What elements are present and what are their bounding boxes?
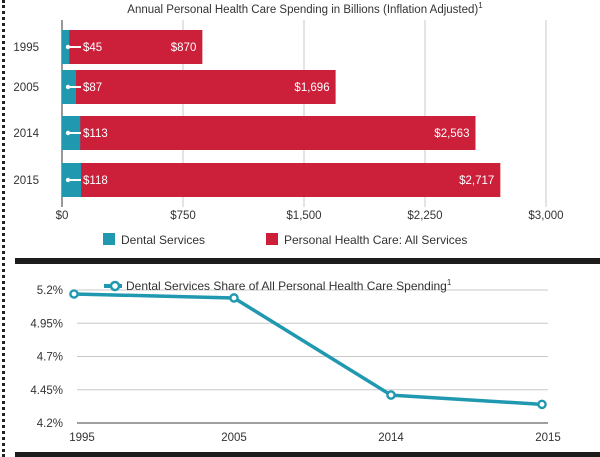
bar-all-services	[62, 70, 336, 104]
legend-label-all-services: Personal Health Care: All Services	[284, 233, 467, 247]
bar-all-services	[62, 116, 476, 150]
bar-chart-title: Annual Personal Health Care Spending in …	[127, 1, 483, 16]
legend-label-dental: Dental Services	[121, 233, 205, 247]
line-y-tick-label: 4.45%	[30, 385, 63, 397]
chart-divider	[15, 258, 600, 264]
all-services-value-label: $1,696	[294, 82, 329, 94]
bar-category-label: 1995	[13, 42, 39, 54]
legend-swatch-all-services	[266, 233, 278, 245]
dental-value-label: $113	[83, 128, 108, 140]
bar-x-tick-label: $2,250	[407, 210, 442, 222]
bar-legend: Dental Services Personal Health Care: Al…	[103, 233, 467, 247]
dental-value-label: $87	[83, 82, 102, 94]
line-x-tick-label: 2014	[378, 432, 404, 444]
bar-x-tick-label: $750	[170, 210, 196, 222]
line-point	[69, 289, 79, 299]
line-series	[73, 292, 543, 407]
bar-category-label: 2015	[13, 175, 39, 187]
bar-marks: $45 $870 $87 $1,696 $113 $2,563 $118 $2,717	[62, 30, 501, 197]
bar-all-services	[62, 163, 501, 197]
bottom-rule	[15, 452, 600, 457]
bar-category-labels: 1995 2005 2014 2015	[13, 42, 39, 187]
line-y-tick-label: 4.2%	[37, 418, 63, 430]
line-y-tick-label: 4.95%	[30, 318, 63, 330]
all-services-value-label: $870	[171, 42, 197, 54]
line-x-tick-label: 1995	[69, 432, 95, 444]
bar-x-tick-labels: $0 $750 $1,500 $2,250 $3,000	[56, 210, 564, 222]
line-x-tick-label: 2005	[221, 432, 247, 444]
bar-all-services	[62, 30, 203, 64]
line-x-tick-labels: 1995 2005 2014 2015	[69, 432, 561, 444]
line-x-tick-label: 2015	[535, 432, 561, 444]
line-legend: Dental Services Share of All Personal He…	[104, 278, 452, 293]
dotted-border	[2, 0, 5, 457]
all-services-value-label: $2,717	[459, 175, 494, 187]
legend-point-marker	[109, 280, 121, 292]
line-y-tick-label: 5.2%	[37, 285, 63, 297]
line-point	[386, 390, 396, 400]
bar-dental	[62, 30, 70, 64]
bar-x-tick-label: $1,500	[286, 210, 321, 222]
dental-value-label: $45	[83, 42, 102, 54]
line-point	[229, 293, 239, 303]
line-point	[537, 399, 547, 410]
bar-category-label: 2005	[13, 82, 39, 94]
line-chart-title: Dental Services Share of All Personal He…	[126, 278, 452, 293]
bar-x-tick-label: $0	[56, 210, 69, 222]
legend-swatch-dental	[103, 233, 115, 245]
bar-chart: Annual Personal Health Care Spending in …	[13, 1, 564, 247]
all-services-value-label: $2,563	[434, 128, 469, 140]
line-marks	[69, 289, 547, 410]
bar-x-tick-label: $3,000	[528, 210, 563, 222]
line-y-tick-labels: 4.2% 4.45% 4.7% 4.95% 5.2%	[30, 285, 63, 430]
line-gridlines	[77, 289, 548, 424]
dental-value-label: $118	[83, 175, 108, 187]
bar-category-label: 2014	[13, 128, 39, 140]
line-y-tick-label: 4.7%	[37, 352, 63, 364]
